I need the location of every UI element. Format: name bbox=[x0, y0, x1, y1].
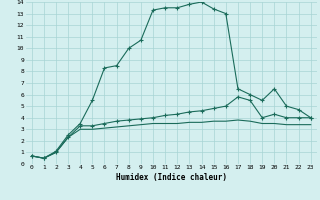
X-axis label: Humidex (Indice chaleur): Humidex (Indice chaleur) bbox=[116, 173, 227, 182]
